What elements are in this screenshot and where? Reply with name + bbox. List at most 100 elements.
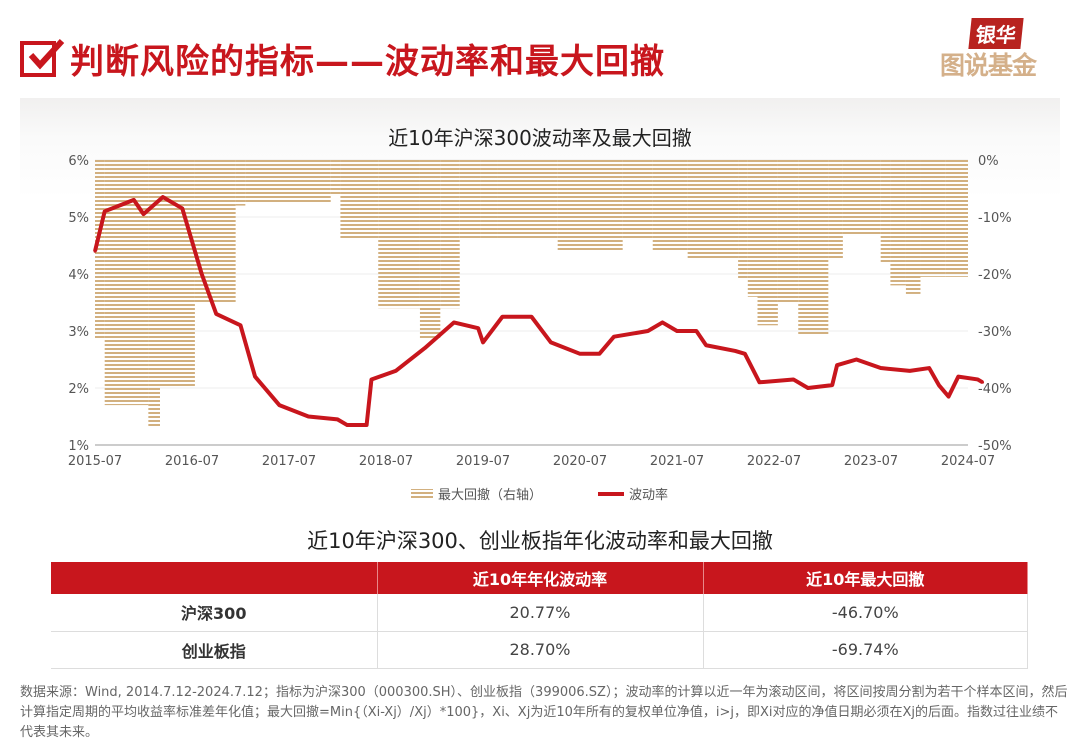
volatility-point [743, 352, 747, 356]
row-label: 沪深300 [51, 594, 378, 632]
legend-volatility: 波动率 [629, 487, 668, 503]
volatility-point [142, 212, 145, 216]
drawdown-bar [194, 160, 236, 303]
volatility-point [369, 377, 373, 381]
volatility-point [694, 329, 698, 333]
y-right-tick: -10% [978, 211, 1012, 226]
y-right-tick: -30% [978, 325, 1012, 340]
volatility-point [161, 195, 165, 199]
volatility-point [597, 352, 601, 356]
drawdown-bar [687, 160, 739, 260]
cell-drawdown: -46.70% [703, 594, 1028, 632]
drawdown-bar [159, 160, 195, 388]
volatility-point [879, 366, 883, 370]
drawdown-bar [148, 160, 160, 427]
volatility-point [757, 380, 761, 384]
volatility-point [578, 352, 582, 356]
chart-title: 近10年沪深300波动率及最大回撤 [388, 126, 692, 150]
volatility-point [660, 320, 664, 324]
cell-volatility: 20.77% [377, 594, 704, 632]
cell-drawdown: -69.74% [703, 631, 1028, 669]
volatility-point [132, 198, 136, 202]
x-tick: 2016-07 [165, 454, 219, 469]
volatility-point [937, 383, 941, 387]
drawdown-bar [652, 160, 688, 252]
volatility-point [93, 249, 97, 253]
volatility-point [830, 383, 834, 387]
drawdown-bar [622, 160, 653, 240]
volatility-point [336, 417, 339, 421]
volatility-point [481, 340, 485, 344]
volatility-point [549, 340, 553, 344]
y-right-tick: -50% [978, 439, 1012, 454]
footnote: 数据来源：Wind, 2014.7.12-2024.7.12；指标为沪深300（… [20, 685, 1068, 740]
drawdown-bar [235, 160, 246, 206]
row-label: 创业板指 [51, 631, 378, 669]
drawdown-bar [480, 160, 498, 240]
drawdown-bar [842, 160, 881, 235]
y-left-tick: 6% [68, 154, 89, 169]
volatility-point [612, 335, 616, 339]
x-tick: 2018-07 [359, 454, 413, 469]
drawdown-bar [777, 160, 799, 303]
x-tick: 2021-07 [650, 454, 704, 469]
volatility-point [835, 363, 839, 367]
drawdown-bar [330, 160, 341, 195]
y-left-tick: 4% [68, 268, 89, 283]
volatility-point [791, 377, 795, 381]
volatility-point [103, 209, 107, 213]
x-tick: 2024-07 [941, 454, 995, 469]
checkbox-icon [20, 38, 65, 77]
brand-logo: 银华 图说基金 [940, 18, 1065, 80]
drawdown-bar [828, 160, 843, 260]
drawdown-bar [557, 160, 623, 252]
drawdown-bar [747, 160, 758, 297]
volatility-point [675, 329, 679, 333]
y-left-tick: 3% [68, 325, 89, 340]
volatility-point [908, 369, 912, 373]
chart: 1% -50% 2% -40% 3% -30% 4% -20% 5% -10% 6% 0% 2015-0… [68, 154, 1012, 503]
drawdown-bar [905, 160, 921, 294]
volatility-point [306, 415, 310, 418]
x-tick: 2020-07 [553, 454, 607, 469]
volatility-point [452, 320, 456, 324]
x-tick: 2019-07 [456, 454, 510, 469]
volatility-point [476, 326, 480, 330]
volatility-point [180, 206, 184, 210]
cell-volatility: 28.70% [377, 631, 704, 669]
drawdown-bar [419, 160, 441, 340]
drawdown-bar [440, 160, 460, 309]
header-cell: 近10年最大回撤 [703, 562, 1028, 594]
legend-drawdown: 最大回撤（右轴） [438, 487, 542, 503]
volatility-point [854, 358, 858, 361]
volatility-point [733, 349, 737, 353]
drawdown-bar [497, 160, 558, 240]
volatility-point [704, 343, 708, 347]
legend: 最大回撤（右轴） 波动率 [411, 487, 668, 503]
drawdown-bar [95, 160, 105, 340]
drawdown-bar [245, 160, 331, 203]
x-tick: 2022-07 [747, 454, 801, 469]
legend-drawdown-swatch [411, 489, 433, 499]
drawdown-bar [757, 160, 778, 326]
volatility-point [200, 272, 204, 276]
header-cell [51, 562, 378, 594]
y-right-tick: -20% [978, 268, 1012, 283]
drawdown-bar [920, 160, 946, 277]
volatility-point [976, 377, 980, 381]
volatility-point [277, 403, 281, 407]
volatility-point [345, 423, 349, 427]
drawdown-bar [945, 160, 968, 277]
volatility-point [530, 315, 533, 319]
drawdown-bar [890, 160, 906, 286]
volatility-point [423, 346, 427, 350]
volatility-point [956, 375, 960, 379]
volatility-line [93, 195, 984, 428]
table-title: 近10年沪深300、创业板指年化波动率和最大回撤 [307, 529, 773, 553]
drawdown-bar [378, 160, 420, 309]
stats-table: 近10年年化波动率 近10年最大回撤 沪深300 20.77% -46.70% … [51, 562, 1028, 669]
drawdown-bar [880, 160, 891, 263]
volatility-point [394, 369, 398, 373]
y-left-tick: 2% [68, 382, 89, 397]
page-title: 判断风险的指标——波动率和最大回撤 [70, 42, 665, 82]
